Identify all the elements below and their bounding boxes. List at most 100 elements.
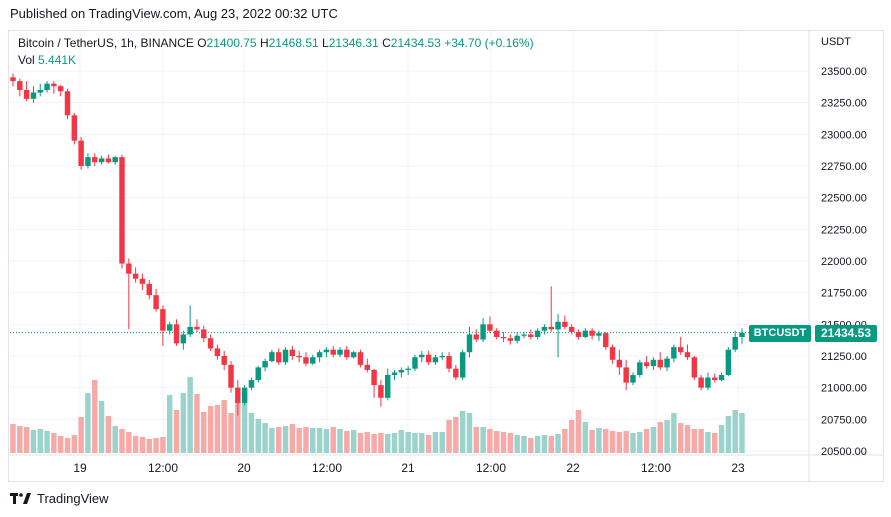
candle-body <box>269 352 275 362</box>
candle <box>85 153 91 169</box>
candle-body <box>310 357 316 364</box>
candle-body <box>664 358 670 368</box>
volume-bar <box>487 429 493 453</box>
candle-body <box>643 362 650 367</box>
candle <box>473 329 480 343</box>
candle-body <box>425 354 432 363</box>
candle-body <box>132 273 139 279</box>
y-tick-label: 21000.00 <box>821 383 867 395</box>
volume-bar <box>126 432 132 453</box>
volume-bar <box>23 427 30 453</box>
x-tick-label: 20 <box>237 461 251 475</box>
volume-bar <box>289 424 296 453</box>
y-tick-label: 22500.00 <box>821 193 867 205</box>
close-label: C <box>382 36 391 50</box>
volume-bar <box>630 433 636 453</box>
currency-label[interactable]: USDT <box>821 36 851 48</box>
volume-bar <box>105 416 112 453</box>
candles <box>10 73 745 416</box>
candle-body <box>732 337 738 350</box>
candle-body <box>568 326 575 332</box>
volume-bar <box>514 435 520 453</box>
volume-bar <box>453 417 459 453</box>
low-value: 21346.31 <box>328 36 379 50</box>
volume-legend: Vol 5.441K <box>18 53 76 67</box>
candle-body <box>350 352 357 358</box>
candle <box>371 368 377 398</box>
candle <box>555 314 561 358</box>
candle-body <box>705 377 711 388</box>
candle <box>207 334 214 351</box>
volume-bar <box>500 432 507 453</box>
candle <box>214 344 221 360</box>
candle-body <box>616 359 623 368</box>
volume-bar <box>623 431 629 453</box>
candle-body <box>637 362 643 375</box>
open-label: O <box>197 36 207 50</box>
candle-body <box>98 158 105 163</box>
candle <box>582 328 589 339</box>
candle <box>500 331 507 343</box>
candle-body <box>282 349 289 363</box>
candle-body <box>37 90 43 93</box>
candle <box>575 329 582 340</box>
volume-bar <box>732 410 738 453</box>
symbol-title[interactable]: Bitcoin / TetherUS, 1h, BINANCE <box>18 36 194 50</box>
volume-bar <box>17 426 23 453</box>
candle-body <box>582 330 589 337</box>
candle <box>64 88 71 120</box>
candle <box>405 366 411 375</box>
footer-brand[interactable]: TradingView <box>10 491 109 506</box>
volume-bar <box>603 429 609 453</box>
candle <box>105 154 112 164</box>
candle <box>235 380 241 416</box>
candle-body <box>112 157 118 163</box>
volume-bar <box>112 426 118 453</box>
candle-body <box>357 352 364 365</box>
candle-body <box>330 349 336 355</box>
candle <box>514 333 520 344</box>
volume-bar <box>684 425 691 453</box>
candle <box>521 331 527 339</box>
candle <box>466 326 473 358</box>
volume-bar <box>139 437 146 453</box>
x-tick-label: 22 <box>566 461 580 475</box>
candle-body <box>92 157 98 163</box>
candle <box>166 321 173 335</box>
candle-body <box>589 330 595 336</box>
candle-body <box>303 357 309 364</box>
ohlc-legend: Bitcoin / TetherUS, 1h, BINANCE O21400.7… <box>18 36 534 50</box>
candle <box>30 86 37 103</box>
candle <box>739 328 745 344</box>
candle-body <box>17 81 23 90</box>
candle-body <box>160 309 166 331</box>
volume-bar <box>323 429 330 453</box>
volume-bar <box>235 401 241 453</box>
volume-bar <box>739 413 745 453</box>
candle <box>637 359 643 378</box>
candle-body <box>671 347 677 359</box>
chart-frame[interactable] <box>8 30 884 482</box>
candle <box>316 349 323 363</box>
volume-bar <box>214 405 221 453</box>
volume-bar <box>221 400 227 453</box>
candle <box>160 305 166 346</box>
candle-body <box>194 326 200 330</box>
candle <box>119 154 125 269</box>
volume-bar <box>405 432 411 453</box>
candle <box>548 286 554 332</box>
candle-body <box>384 375 391 398</box>
candle-body <box>78 140 84 166</box>
candle-body <box>521 334 527 336</box>
candle-body <box>57 86 64 92</box>
volume-bar <box>378 433 384 453</box>
volume-bar <box>166 395 173 453</box>
volume-bar <box>637 432 643 453</box>
candle <box>364 358 371 373</box>
volume-bar <box>207 406 214 453</box>
volume-bar <box>153 438 159 453</box>
volume-label[interactable]: Vol <box>18 53 35 67</box>
volume-bar <box>568 420 575 453</box>
candle <box>677 337 684 355</box>
